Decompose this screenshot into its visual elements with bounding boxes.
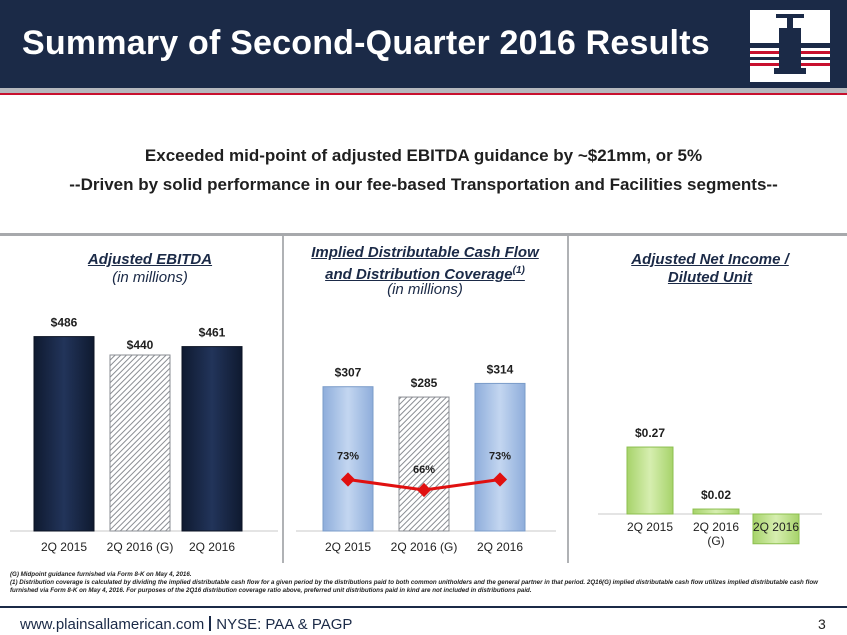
page-title: Summary of Second-Quarter 2016 Results — [22, 24, 710, 62]
panel-divider — [567, 236, 569, 563]
page-number: 3 — [818, 616, 826, 632]
header-bar: Summary of Second-Quarter 2016 Results — [0, 0, 847, 88]
headline-primary: Exceeded mid-point of adjusted EBITDA gu… — [144, 146, 703, 165]
footer-rule — [0, 606, 847, 608]
ebitda-panel-subtitle: (in millions) — [112, 269, 188, 286]
bar — [474, 382, 526, 532]
ebitda-panel-title: Adjusted EBITDA — [87, 251, 213, 268]
data-label: $0.27 — [635, 426, 665, 440]
footer-separator — [209, 616, 212, 631]
coverage-marker — [340, 472, 356, 487]
data-label: $285 — [411, 376, 438, 390]
data-label: $0.02 — [701, 488, 731, 502]
bar — [322, 386, 374, 532]
data-label: $486 — [51, 316, 78, 330]
coverage-marker — [416, 482, 432, 498]
category-label: 2Q 2015 — [41, 540, 87, 554]
dcf-panel-subtitle: (in millions) — [387, 281, 463, 298]
footnote-g: (G) Midpoint guidance furnished via Form… — [10, 571, 192, 578]
bar — [398, 396, 450, 532]
net-income-panel-title-line2: Diluted Unit — [667, 269, 753, 286]
bar — [692, 508, 740, 515]
panel-top-rule — [0, 233, 847, 236]
website-link[interactable]: www.plainsallamerican.com — [20, 616, 205, 633]
bar — [109, 354, 171, 532]
header-stripe-red — [0, 93, 847, 95]
coverage-label: 66% — [413, 464, 435, 476]
dcf-panel-title-line1: Implied Distributable Cash Flow — [311, 244, 539, 261]
category-label: 2Q 2015 — [325, 540, 371, 554]
headline-secondary: --Driven by solid performance in our fee… — [69, 175, 778, 194]
panel-divider — [282, 236, 284, 563]
category-label: 2Q 2016 — [477, 540, 523, 554]
data-label: ($0.12) — [757, 569, 795, 570]
bar — [752, 513, 800, 545]
dcf-panel-title-line2: and Distribution Coverage(1) — [325, 265, 525, 283]
category-label: 2Q 2016 (G) — [107, 540, 174, 554]
data-label: $314 — [487, 362, 514, 376]
data-label: $461 — [199, 326, 226, 340]
category-label: 2Q 2015 — [627, 520, 673, 534]
charts-canvas: $486 2Q 2015 $440 2Q 2016 (G) $461 2Q 2016 $30… — [10, 316, 822, 570]
coverage-marker — [492, 472, 508, 487]
category-label: 2Q 2016 (G) — [391, 540, 458, 554]
category-label: 2Q 2016 — [189, 540, 235, 554]
footer-info: www.plainsallamerican.com NYSE: PAA & PAG… — [20, 616, 352, 633]
header-stripe — [0, 88, 847, 93]
coverage-label: 73% — [489, 451, 511, 463]
category-label: 2Q 2016 — [753, 520, 799, 534]
footnotes: (G) Midpoint guidance furnished via Form… — [10, 571, 840, 595]
bar — [181, 346, 243, 532]
footnote-1: (1) Distribution coverage is calculated … — [10, 579, 818, 594]
company-logo — [748, 8, 832, 84]
coverage-label: 73% — [337, 451, 359, 463]
category-label: (G) — [707, 534, 724, 548]
bar — [626, 446, 674, 515]
data-label: $440 — [127, 338, 154, 352]
ticker-text: NYSE: PAA & PAGP — [216, 616, 353, 633]
category-label: 2Q 2016 — [693, 520, 739, 534]
valve-logo-icon — [750, 14, 830, 74]
data-label: $307 — [335, 366, 362, 380]
net-income-panel-title-line1: Adjusted Net Income / — [631, 251, 789, 268]
bar — [33, 336, 95, 532]
